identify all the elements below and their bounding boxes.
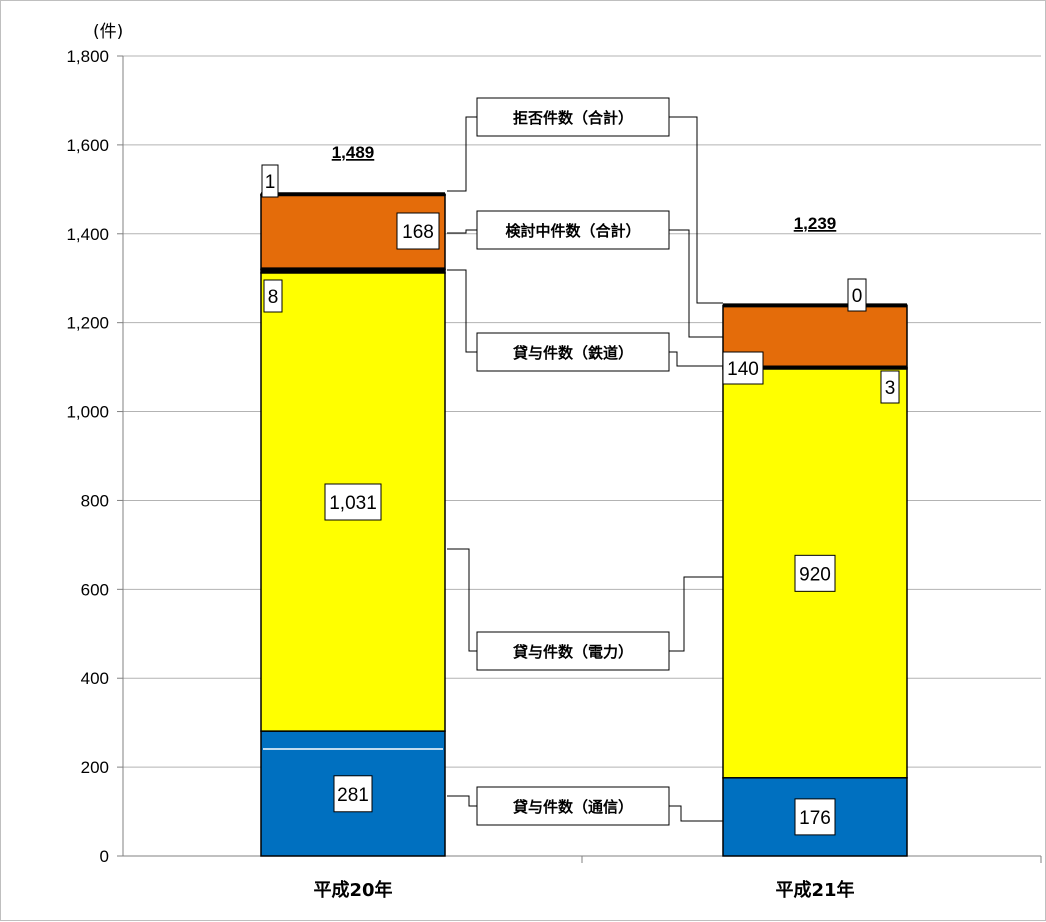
data-label: 168 <box>402 222 434 243</box>
data-label: 1,031 <box>329 493 377 514</box>
data-label: 3 <box>885 378 896 399</box>
data-label-box <box>880 370 900 404</box>
y-tick-label: 1,000 <box>66 403 109 422</box>
data-label: 176 <box>799 808 831 829</box>
series-callout-label: 拒否件数（合計） <box>513 109 633 127</box>
data-label: 8 <box>268 287 279 308</box>
leader-line <box>447 116 477 192</box>
total-label: 1,489 <box>332 143 375 162</box>
data-label-box <box>333 775 373 813</box>
x-category-label: 平成21年 <box>775 879 854 901</box>
series-callout-label: 貸与件数（通信） <box>513 798 633 816</box>
leader-line <box>447 795 477 807</box>
data-label-box <box>263 279 283 313</box>
leader-line <box>669 805 723 822</box>
data-label-box <box>794 798 836 836</box>
data-labels: 281 1,031 8 168 1 176 920 3 140 0 1,489 1,239 <box>261 143 900 836</box>
data-label-box <box>722 351 764 385</box>
data-label-box <box>396 212 440 250</box>
bars <box>260 192 908 857</box>
leader-line <box>669 116 723 304</box>
series-callout-box <box>476 97 670 137</box>
leader-line <box>447 229 477 234</box>
data-label-box <box>261 164 279 198</box>
leader-line <box>669 229 723 338</box>
leader-line <box>669 576 723 652</box>
data-label: 0 <box>852 286 863 307</box>
y-axis-unit-label: (件) <box>93 22 123 42</box>
leader-line <box>447 548 477 652</box>
y-tick-label: 1,400 <box>66 225 109 244</box>
series-callout-label: 貸与件数（電力） <box>513 643 633 661</box>
series-callout-box <box>476 332 670 372</box>
data-label-box <box>794 554 836 592</box>
total-label: 1,239 <box>794 214 837 233</box>
series-callout-label: 検討中件数（合計） <box>505 222 640 240</box>
leader-lines <box>447 116 723 822</box>
data-label: 281 <box>337 785 369 806</box>
y-tick-label: 1,600 <box>66 136 109 155</box>
series-callout-box <box>476 631 670 671</box>
y-tick-label: 400 <box>81 669 109 688</box>
series-callout-box <box>476 786 670 826</box>
series-callout-label: 貸与件数（鉄道） <box>513 344 633 362</box>
series-callout-box <box>476 210 670 250</box>
axes: 0 200 400 600 800 1,000 1,200 1,400 1,600 1,800 平成… <box>66 47 1042 901</box>
y-tick-label: 1,800 <box>66 47 109 66</box>
y-tick-label: 200 <box>81 758 109 777</box>
leader-line <box>447 269 477 353</box>
data-label-box <box>847 278 867 312</box>
data-label: 1 <box>265 172 276 193</box>
leader-line <box>669 351 723 367</box>
series-callouts: 拒否件数（合計） 検討中件数（合計） 貸与件数（鉄道） 貸与件数（電力） 貸与件数（通信… <box>476 97 670 826</box>
y-tick-label: 1,200 <box>66 314 109 333</box>
y-tick-label: 0 <box>100 847 109 866</box>
data-label: 920 <box>799 564 831 585</box>
data-label: 140 <box>727 359 759 380</box>
y-tick-label: 800 <box>81 491 109 510</box>
x-category-label: 平成20年 <box>313 879 392 901</box>
y-tick-label: 600 <box>81 580 109 599</box>
data-label-box <box>324 483 382 521</box>
